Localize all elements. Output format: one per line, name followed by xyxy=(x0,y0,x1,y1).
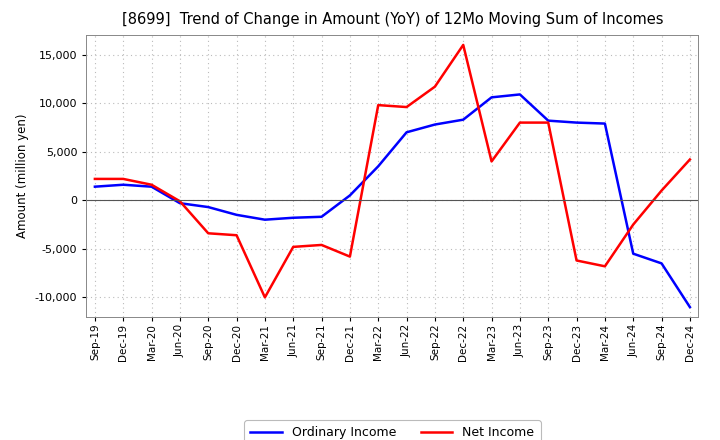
Net Income xyxy=(431,84,439,89)
Ordinary Income xyxy=(572,120,581,125)
Ordinary Income xyxy=(374,164,382,169)
Line: Net Income: Net Income xyxy=(95,45,690,297)
Line: Ordinary Income: Ordinary Income xyxy=(95,95,690,307)
Ordinary Income xyxy=(148,184,156,189)
Net Income xyxy=(487,159,496,164)
Ordinary Income xyxy=(657,261,666,266)
Ordinary Income xyxy=(459,117,467,122)
Ordinary Income xyxy=(487,95,496,100)
Net Income xyxy=(176,198,184,204)
Ordinary Income xyxy=(402,130,411,135)
Ordinary Income xyxy=(176,201,184,206)
Ordinary Income xyxy=(204,205,212,210)
Title: [8699]  Trend of Change in Amount (YoY) of 12Mo Moving Sum of Incomes: [8699] Trend of Change in Amount (YoY) o… xyxy=(122,12,663,27)
Net Income xyxy=(346,254,354,259)
Ordinary Income xyxy=(318,214,326,220)
Ordinary Income xyxy=(629,251,637,257)
Ordinary Income xyxy=(233,212,241,217)
Net Income xyxy=(657,188,666,193)
Net Income xyxy=(148,182,156,187)
Net Income xyxy=(544,120,552,125)
Net Income xyxy=(402,104,411,110)
Ordinary Income xyxy=(431,122,439,127)
Ordinary Income xyxy=(346,193,354,198)
Ordinary Income xyxy=(685,304,694,310)
Net Income xyxy=(459,42,467,48)
Ordinary Income xyxy=(600,121,609,126)
Net Income xyxy=(374,103,382,108)
Y-axis label: Amount (million yen): Amount (million yen) xyxy=(17,114,30,238)
Legend: Ordinary Income, Net Income: Ordinary Income, Net Income xyxy=(244,420,541,440)
Ordinary Income xyxy=(261,217,269,222)
Ordinary Income xyxy=(544,118,552,123)
Ordinary Income xyxy=(289,215,297,220)
Net Income xyxy=(516,120,524,125)
Net Income xyxy=(318,242,326,248)
Net Income xyxy=(119,176,127,182)
Net Income xyxy=(685,157,694,162)
Net Income xyxy=(261,295,269,300)
Net Income xyxy=(233,233,241,238)
Net Income xyxy=(629,222,637,227)
Net Income xyxy=(289,244,297,249)
Net Income xyxy=(204,231,212,236)
Net Income xyxy=(572,258,581,263)
Ordinary Income xyxy=(119,182,127,187)
Ordinary Income xyxy=(91,184,99,189)
Ordinary Income xyxy=(516,92,524,97)
Net Income xyxy=(600,264,609,269)
Net Income xyxy=(91,176,99,182)
